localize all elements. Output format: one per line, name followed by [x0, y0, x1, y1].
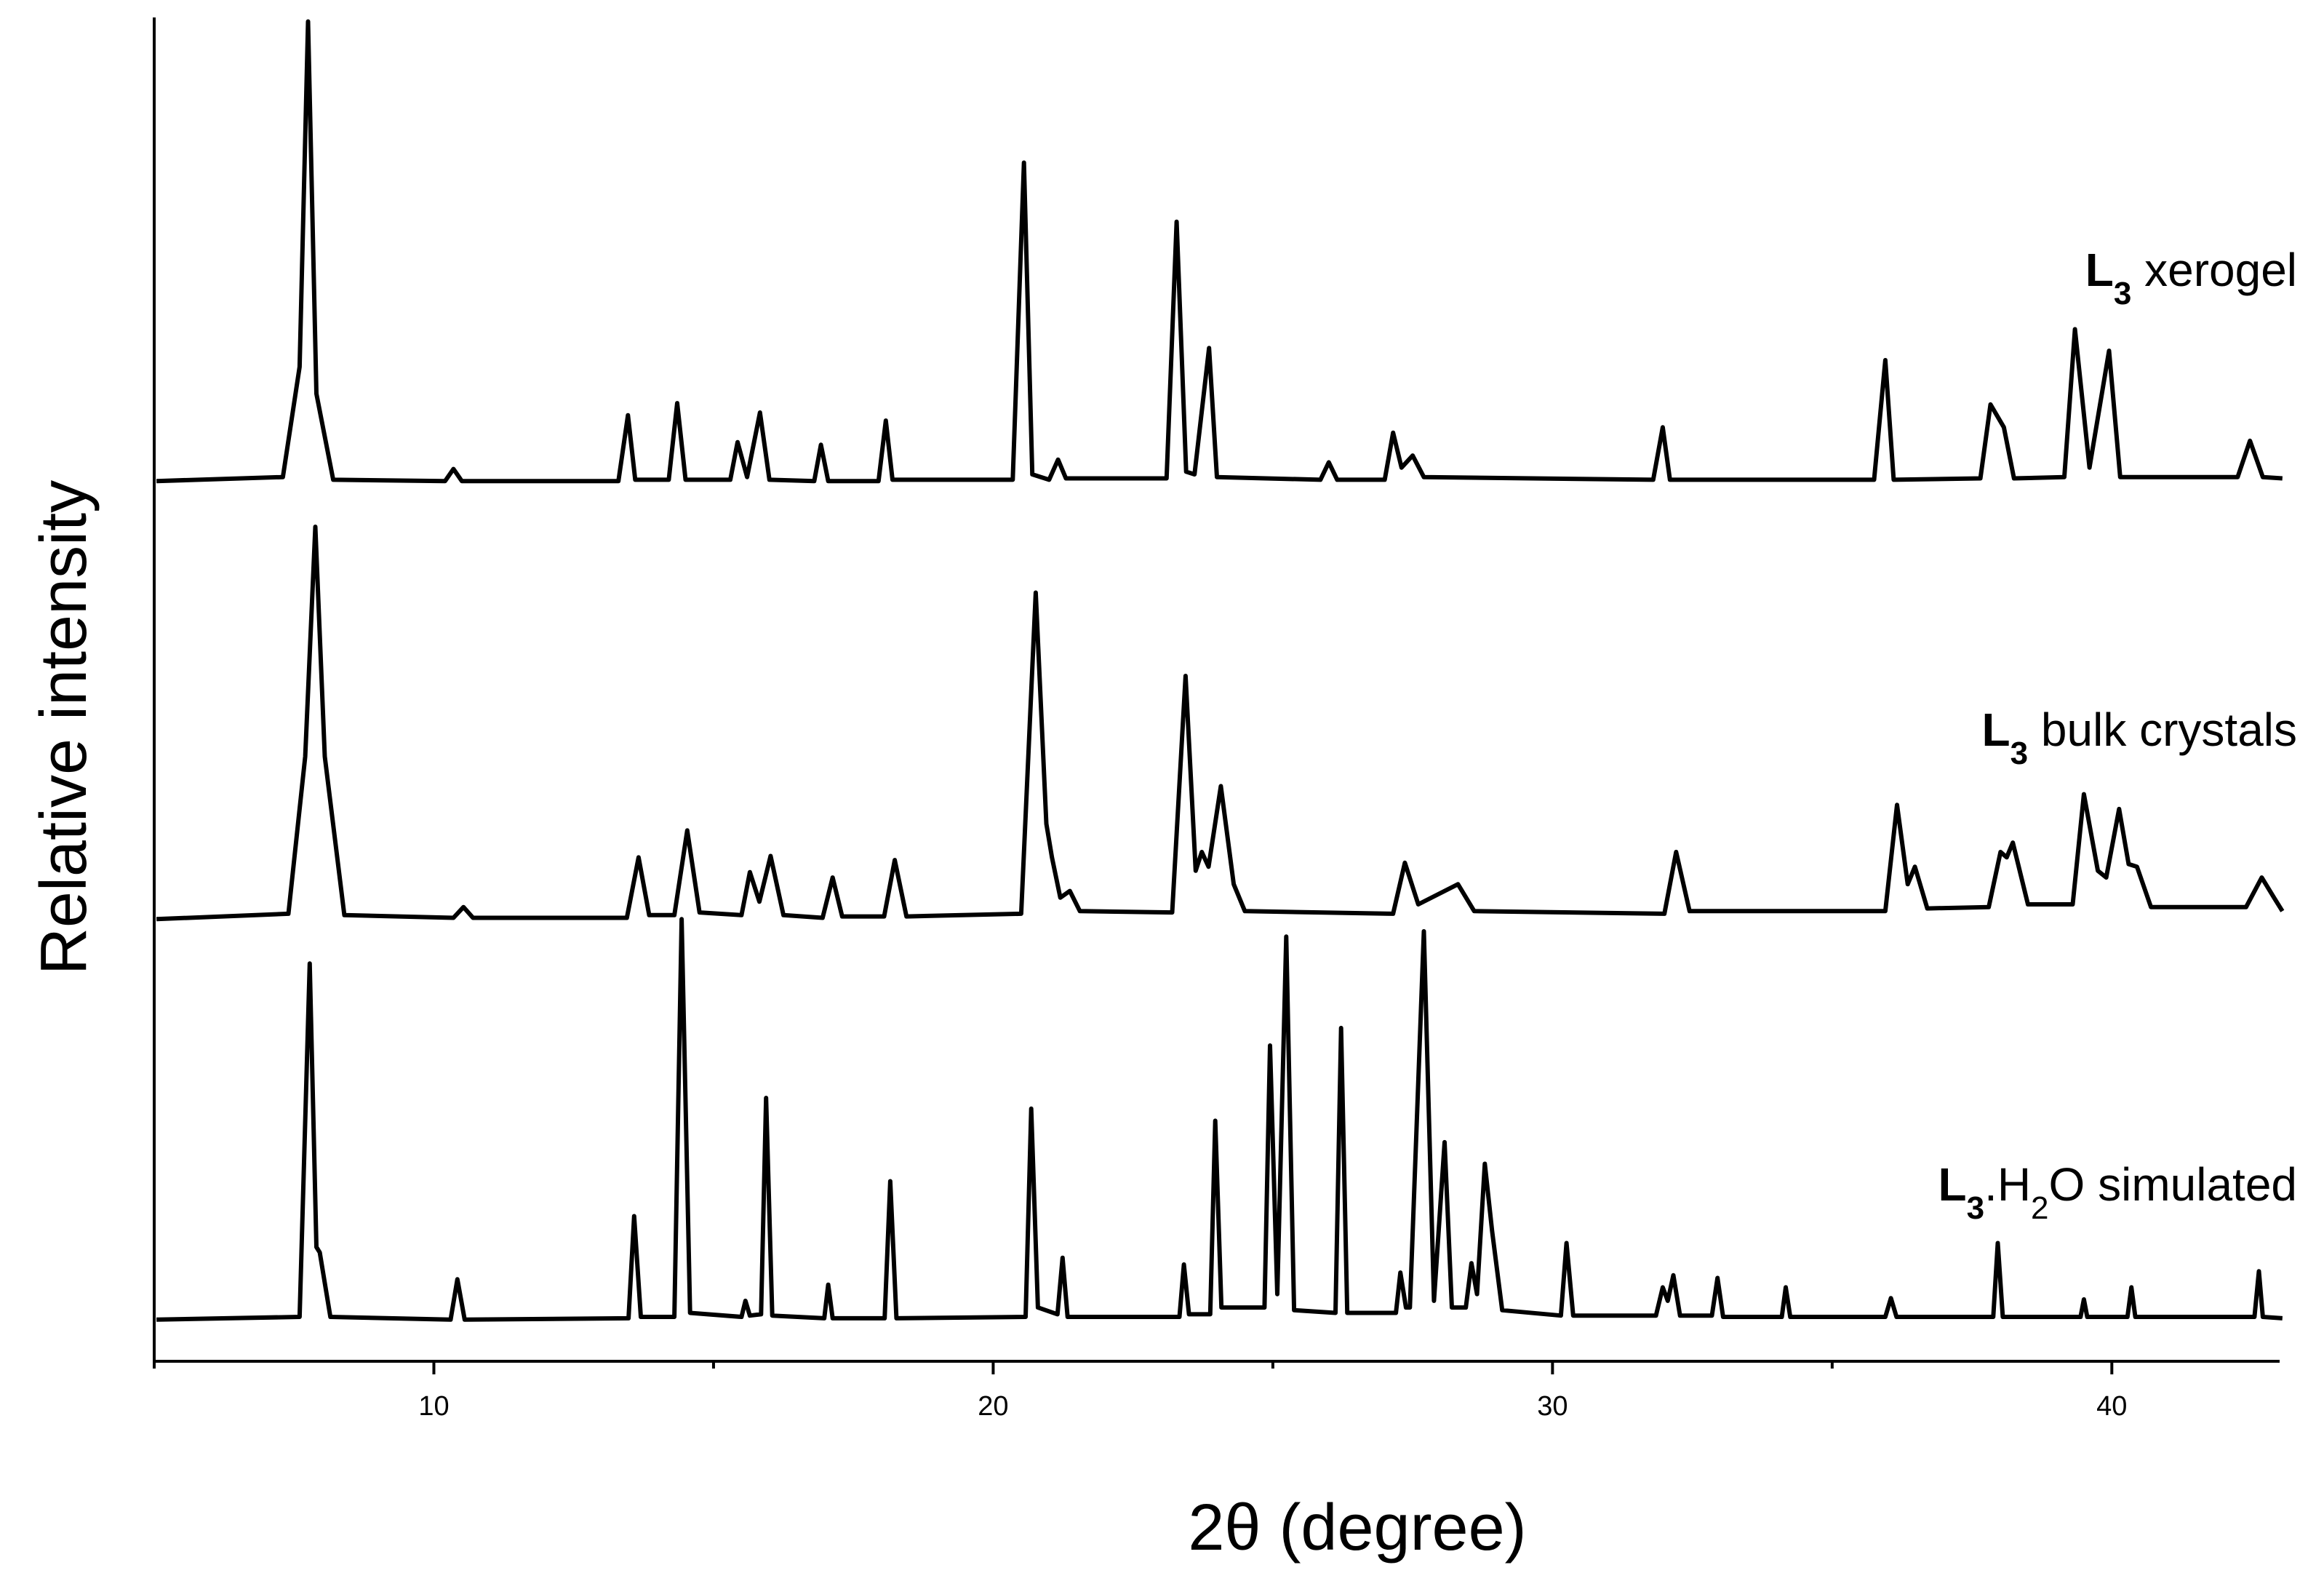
series-label: L3 xerogel [2085, 244, 2297, 311]
series-line [156, 525, 2285, 922]
series-line [156, 19, 2283, 484]
y-axis-title: Relative intensity [28, 480, 100, 975]
x-axis-title: 2θ (degree) [1188, 1492, 1526, 1564]
series-line [156, 917, 2283, 1322]
x-tick-label: 20 [978, 1391, 1008, 1422]
series-label: L3.H2O simulated [1938, 1158, 2297, 1226]
x-tick-label: 40 [2096, 1391, 2127, 1422]
x-tick-label: 30 [1537, 1391, 1568, 1422]
series-label: L3 bulk crystals [1982, 704, 2297, 771]
x-tick-label: 10 [418, 1391, 449, 1422]
